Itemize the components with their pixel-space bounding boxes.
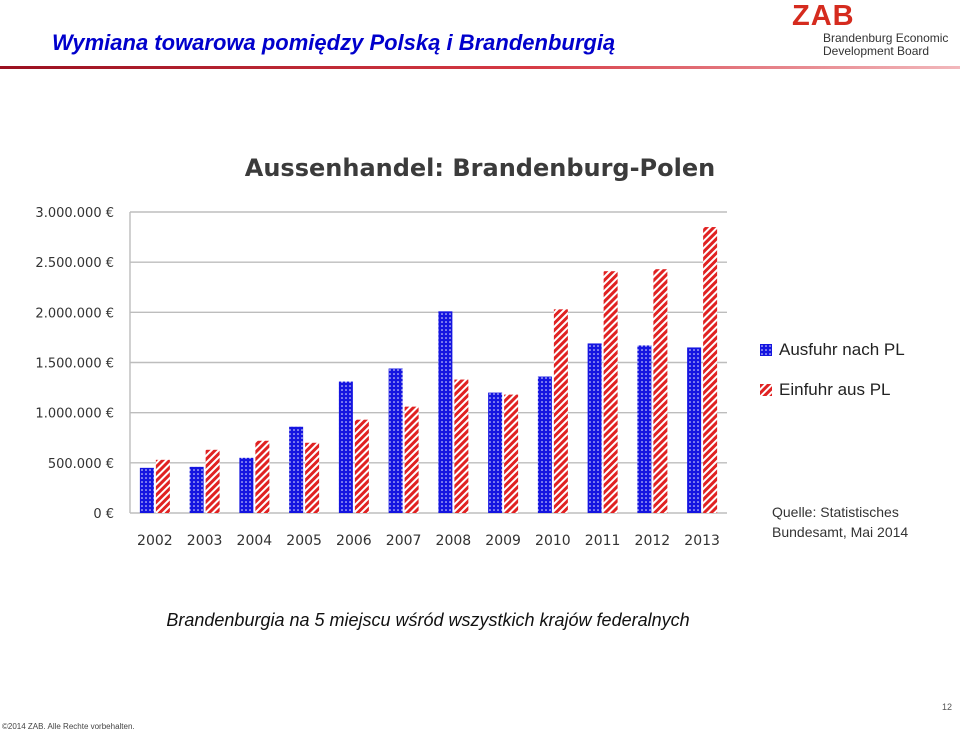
title-rule [0, 66, 960, 69]
bar-einfuhr [404, 406, 419, 513]
x-tick-label: 2004 [237, 533, 273, 549]
slide-title: Wymiana towarowa pomiędzy Polską i Brand… [52, 30, 616, 55]
grid-layer [129, 211, 727, 514]
bar-einfuhr [255, 440, 270, 513]
x-tick-label: 2013 [684, 533, 720, 549]
bar-ausfuhr [438, 311, 453, 513]
bar-ausfuhr [687, 347, 702, 513]
bar-einfuhr [305, 442, 320, 513]
x-tick-label: 2006 [336, 533, 372, 549]
legend-item-ausfuhr: Ausfuhr nach PL [760, 340, 905, 360]
bar-ausfuhr [537, 376, 552, 513]
source-line-2: Bundesamt, Mai 2014 [772, 524, 909, 540]
x-tick-label: 2002 [137, 533, 173, 549]
x-tick-label: 2012 [635, 533, 671, 549]
x-tick-label: 2005 [286, 533, 322, 549]
y-tick-label: 2.500.000 € [35, 256, 114, 271]
y-tick-label: 1.000.000 € [35, 407, 114, 422]
bar-einfuhr [553, 309, 568, 513]
trade-chart: Aussenhandel: Brandenburg-Polen 0 € 500.0… [35, 154, 727, 549]
y-tick-label: 0 € [93, 507, 114, 522]
bar-ausfuhr [139, 467, 154, 513]
bar-ausfuhr [637, 345, 652, 513]
chart-source: Quelle: Statistisches Bundesamt, Mai 201… [772, 502, 952, 542]
x-tick-label: 2008 [436, 533, 472, 549]
x-tick-label: 2011 [585, 533, 621, 549]
source-line-1: Quelle: Statistisches [772, 504, 899, 520]
legend-swatch-ausfuhr [760, 344, 772, 356]
logo-text: Brandenburg Economic Development Board [823, 32, 948, 58]
bar-ausfuhr [338, 381, 353, 513]
chart-legend: Ausfuhr nach PL Einfuhr aus PL [760, 340, 905, 420]
bar-einfuhr [653, 269, 668, 513]
bar-ausfuhr [488, 392, 503, 513]
x-tick-labels: 2002 2003 2004 2005 2006 2007 2008 2009 2010 2011… [137, 533, 720, 549]
logo-mark: ZAB [792, 0, 855, 32]
bars [139, 227, 718, 514]
logo-line-1: Brandenburg Economic [823, 31, 949, 45]
footer-copyright: ©2014 ZAB. Alle Rechte vorbehalten. [2, 722, 135, 731]
legend-label-einfuhr: Einfuhr aus PL [779, 380, 891, 399]
bar-ausfuhr [587, 343, 602, 513]
page-number: 12 [941, 702, 952, 712]
y-tick-label: 2.000.000 € [35, 306, 114, 321]
slide-caption: Brandenburgia na 5 miejscu wśród wszystk… [166, 610, 690, 630]
y-tick-labels: 0 € 500.000 € 1.000.000 € 1.500.000 € 2.000.… [35, 206, 114, 522]
legend-label-ausfuhr: Ausfuhr nach PL [779, 340, 905, 359]
bar-einfuhr [155, 459, 170, 513]
bar-einfuhr [205, 449, 220, 513]
x-tick-label: 2003 [187, 533, 223, 549]
bar-einfuhr [354, 419, 369, 513]
bar-ausfuhr [388, 368, 403, 513]
y-tick-label: 3.000.000 € [35, 206, 114, 221]
logo-line-2: Development Board [823, 44, 930, 58]
bar-ausfuhr [289, 426, 304, 513]
bar-ausfuhr [239, 457, 254, 513]
bar-ausfuhr [189, 466, 204, 513]
x-tick-label: 2009 [485, 533, 521, 549]
y-tick-label: 1.500.000 € [35, 357, 114, 372]
legend-swatch-einfuhr [760, 384, 772, 396]
bar-einfuhr [454, 379, 469, 513]
x-tick-label: 2007 [386, 533, 422, 549]
bar-einfuhr [603, 271, 618, 513]
y-tick-label: 500.000 € [48, 457, 114, 472]
x-tick-label: 2010 [535, 533, 571, 549]
chart-title: Aussenhandel: Brandenburg-Polen [245, 154, 715, 182]
zab-logo: ZAB Brandenburg Economic Development Boa… [792, 0, 958, 66]
bar-einfuhr [703, 227, 718, 514]
bar-einfuhr [504, 394, 519, 513]
legend-item-einfuhr: Einfuhr aus PL [760, 380, 905, 400]
